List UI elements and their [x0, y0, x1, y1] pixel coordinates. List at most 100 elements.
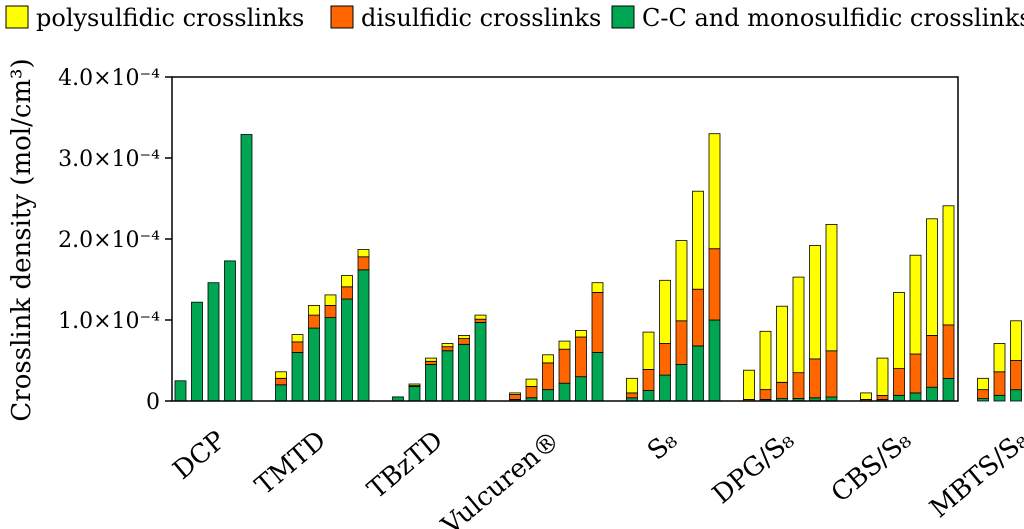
bar-2-5-poly	[474, 314, 487, 320]
bar-3-5-poly	[591, 282, 604, 293]
bar-5-0-poly	[743, 369, 755, 400]
bar-2-2-mono	[425, 364, 437, 402]
x-category-label-5: DPG/S₈	[707, 425, 800, 510]
bar-2-2-di	[425, 360, 437, 365]
bar-4-1-mono	[642, 390, 655, 402]
bar-3-5-mono	[591, 351, 604, 402]
bar-4-4-mono	[692, 345, 704, 402]
x-category-label-7: MBTS/S₈	[924, 425, 1024, 524]
bar-1-2-mono	[308, 327, 320, 402]
bar-1-0-di	[275, 377, 287, 386]
bar-5-4-di	[809, 358, 821, 399]
bar-0-2-mono	[207, 282, 220, 402]
bar-1-1-poly	[291, 334, 304, 343]
bar-2-5-mono	[474, 321, 487, 402]
bar-3-5-di	[591, 292, 604, 353]
bar-4-2-di	[659, 343, 671, 376]
bar-2-3-mono	[441, 350, 454, 402]
bar-3-4-di	[575, 336, 587, 378]
bar-2-4-poly	[458, 334, 470, 339]
bar-3-3-di	[558, 348, 571, 384]
bar-1-2-poly	[308, 304, 320, 316]
bar-5-1-di	[759, 389, 772, 400]
x-category-label-6: CBS/S₈	[826, 425, 917, 508]
bar-4-1-poly	[642, 331, 655, 370]
plot-frame	[171, 76, 959, 402]
x-category-label-3: Vulcuren®	[436, 425, 566, 529]
bar-4-5-poly	[708, 133, 721, 250]
legend-swatch-1	[330, 5, 354, 29]
bar-6-2-poly	[893, 292, 905, 369]
bar-4-0-di	[626, 392, 638, 399]
bar-2-3-di	[441, 346, 454, 352]
y-tick-label-4: 4.0×10⁻⁴	[58, 66, 160, 91]
bar-6-2-mono	[893, 394, 905, 402]
bar-7-2-di	[1010, 360, 1022, 391]
bar-1-0-poly	[275, 371, 287, 379]
bar-6-4-poly	[926, 218, 938, 336]
bar-2-1-mono	[408, 385, 421, 402]
bar-1-1-mono	[291, 351, 304, 402]
legend: polysulfidic crosslinks disulfidic crossl…	[5, 4, 1024, 32]
bar-6-3-mono	[909, 392, 922, 402]
legend-swatch-2	[611, 5, 635, 29]
bar-6-1-poly	[876, 357, 889, 396]
bar-1-3-di	[324, 304, 337, 318]
bar-0-4-mono	[240, 134, 253, 402]
bar-6-4-mono	[926, 386, 938, 402]
bar-3-4-mono	[575, 376, 587, 402]
bar-2-2-poly	[425, 357, 437, 362]
y-axis-ticks: 0 1.0×10⁻⁴ 2.0×10⁻⁴ 3.0×10⁻⁴ 4.0×10⁻⁴	[58, 66, 172, 415]
bar-3-0-di	[509, 394, 521, 400]
y-tick-label-0: 0	[146, 390, 160, 415]
bar-3-1-di	[525, 385, 538, 399]
bar-6-5-poly	[942, 205, 955, 326]
bar-4-4-di	[692, 288, 704, 347]
bar-1-5-poly	[357, 249, 370, 258]
bar-6-4-di	[926, 334, 938, 388]
bar-6-3-poly	[909, 254, 922, 355]
bar-7-1-di	[993, 371, 1006, 396]
y-tick-label-2: 2.0×10⁻⁴	[58, 228, 160, 253]
bar-3-2-di	[542, 362, 554, 390]
bar-2-1-poly	[408, 383, 421, 387]
bar-6-5-mono	[942, 377, 955, 402]
bar-6-5-di	[942, 324, 955, 379]
y-tick-label-1: 1.0×10⁻⁴	[58, 309, 160, 334]
bar-5-5-di	[825, 350, 838, 398]
bar-4-2-poly	[659, 279, 671, 344]
bar-3-2-poly	[542, 354, 554, 364]
bar-1-2-di	[308, 314, 320, 329]
x-category-label-1: TMTD	[250, 425, 332, 501]
bar-1-1-di	[291, 341, 304, 353]
legend-label-0: polysulfidic crosslinks	[36, 4, 304, 32]
bar-2-3-poly	[441, 343, 454, 348]
bar-3-3-poly	[558, 340, 571, 350]
bar-1-0-mono	[275, 384, 287, 402]
bar-1-3-mono	[324, 317, 337, 402]
bar-0-3-mono	[224, 260, 236, 402]
x-category-label-4: S₈	[642, 425, 683, 466]
bar-1-4-mono	[341, 298, 353, 402]
bar-4-1-di	[642, 368, 655, 391]
bar-7-0-poly	[977, 377, 989, 390]
bar-5-5-poly	[825, 223, 838, 352]
bar-2-4-di	[458, 338, 470, 345]
bar-5-4-poly	[809, 245, 821, 360]
bar-4-0-poly	[626, 377, 638, 394]
bar-6-3-di	[909, 353, 922, 394]
bar-7-2-mono	[1010, 389, 1022, 402]
legend-label-1: disulfidic crosslinks	[361, 4, 601, 32]
y-axis-title: Crosslink density (mol/cm³)	[7, 58, 37, 421]
bar-5-3-poly	[792, 276, 805, 374]
bar-5-3-di	[792, 372, 805, 399]
bar-6-0-poly	[860, 392, 872, 400]
bars	[174, 133, 1022, 402]
bar-7-2-poly	[1010, 320, 1022, 361]
bar-6-2-di	[893, 368, 905, 396]
bar-1-4-di	[341, 286, 353, 300]
bar-0-1-mono	[191, 301, 203, 402]
bar-4-4-poly	[692, 190, 704, 290]
